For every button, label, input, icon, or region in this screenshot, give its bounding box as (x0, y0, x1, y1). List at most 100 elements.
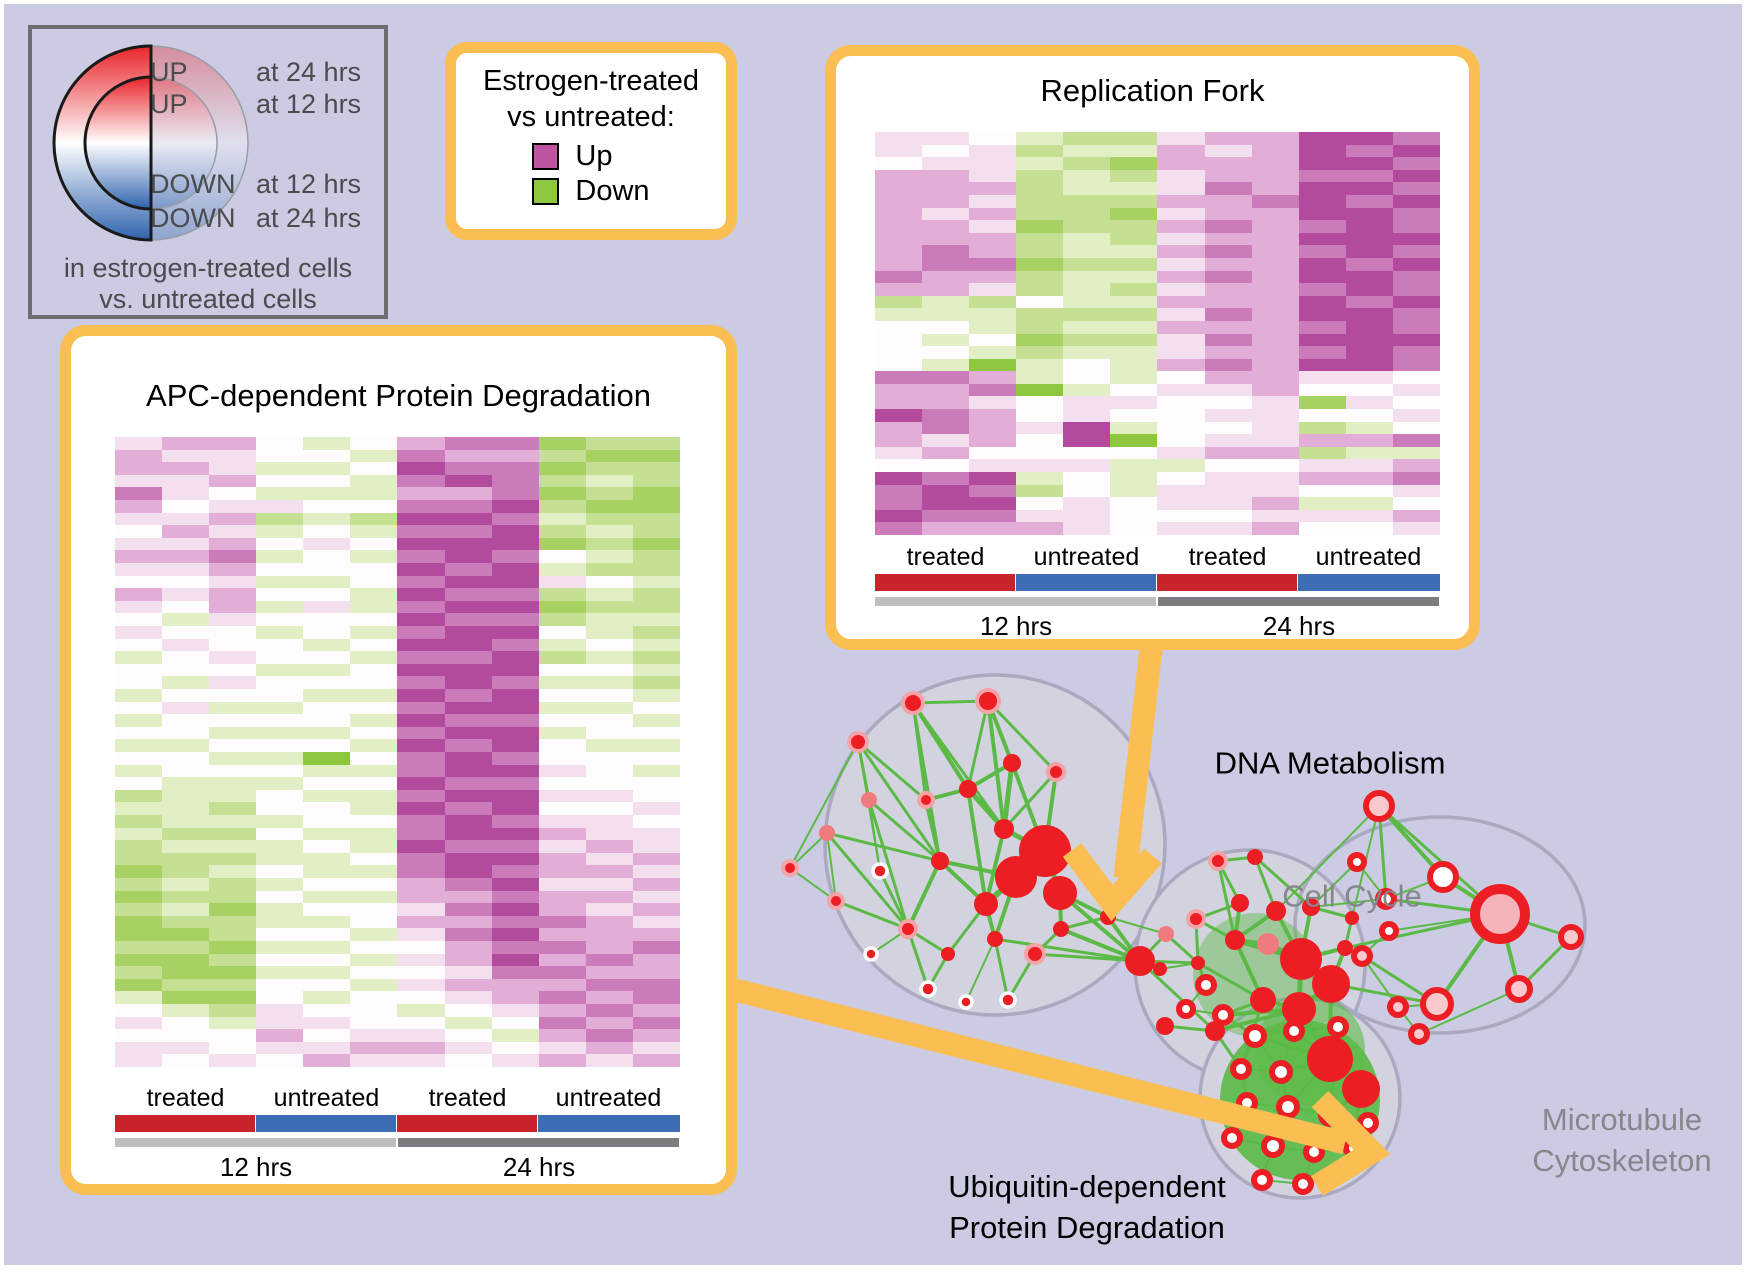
network-node (1302, 898, 1320, 916)
network-node (1053, 921, 1069, 937)
panel-title: Replication Fork (1040, 73, 1265, 108)
network-node (1347, 852, 1367, 872)
network-node (898, 919, 918, 939)
up-down-ring-icon (52, 44, 249, 242)
ring-time: at 12 hrs (256, 169, 362, 199)
network-edge (1275, 805, 1380, 912)
ring-word: DOWN (150, 169, 236, 199)
network-node (1337, 940, 1353, 956)
condition-bar (256, 1115, 396, 1132)
network-node (863, 946, 879, 962)
cluster-circle (1293, 815, 1587, 1035)
network-node (1379, 921, 1399, 941)
network-node (1276, 1095, 1300, 1119)
network-node (1363, 790, 1395, 822)
network-node (1357, 1112, 1379, 1134)
up-swatch-icon (532, 143, 560, 170)
time-label: 24 hrs (502, 1152, 576, 1182)
heatmap-axis: treated untreated treated untreated 12 hrs 24… (115, 1084, 681, 1184)
network-node (1342, 1070, 1380, 1108)
treatment-legend: Estrogen-treated vs untreated: Up Down (445, 42, 737, 240)
network-node (1158, 926, 1174, 942)
network-node (1345, 911, 1359, 925)
ring-caption: in estrogen-treated cells vs. untreated … (63, 253, 353, 314)
network-node (1387, 996, 1409, 1018)
network-node (1420, 987, 1454, 1021)
network-node (1251, 1169, 1273, 1191)
network-edge (1034, 952, 1141, 963)
network-edge (1138, 959, 1217, 1033)
network-edge (1310, 861, 1358, 908)
ring-time: at 24 hrs (256, 57, 362, 87)
network-node (941, 947, 955, 961)
network-edge (984, 828, 1006, 905)
network-node (847, 731, 869, 753)
condition-bar (538, 1115, 680, 1132)
network-edge (856, 741, 942, 862)
network-node (1470, 884, 1530, 944)
network-node (958, 994, 974, 1010)
network-edge (835, 899, 909, 931)
network-node (1195, 974, 1217, 996)
heatmap-apc-degradation (115, 437, 680, 1067)
network-node (931, 852, 949, 870)
condition-label: treated (146, 1084, 225, 1112)
panel-apc-degradation: APC-dependent Protein Degradation treate… (60, 325, 737, 1195)
network-node (1156, 1017, 1174, 1035)
network-edge (1002, 770, 1058, 831)
down-swatch-icon (532, 178, 560, 205)
network-edge (906, 928, 930, 990)
time-bar (398, 1138, 679, 1147)
condition-bar (1298, 574, 1440, 591)
network-node (861, 792, 877, 808)
condition-label: untreated (1315, 543, 1422, 571)
network-node (1212, 1004, 1234, 1026)
ring-time: at 24 hrs (256, 203, 362, 233)
time-bar (115, 1138, 396, 1147)
network-node (1208, 851, 1228, 871)
arrowhead-icon (1310, 1090, 1391, 1196)
time-label: 24 hrs (1262, 611, 1336, 641)
network-edge (966, 788, 988, 905)
condition-label: untreated (1033, 543, 1140, 571)
treatment-legend-items: Up Down (532, 139, 650, 209)
network-edge (1216, 860, 1237, 941)
network-node (1261, 1134, 1285, 1158)
network-edge (789, 867, 837, 902)
network-edge (1060, 915, 1109, 931)
condition-label: treated (906, 543, 985, 571)
network-node (1505, 975, 1533, 1003)
network-node (1280, 938, 1322, 980)
ring-word: DOWN (150, 203, 236, 233)
network-node (1327, 1016, 1349, 1038)
ring-legend: UP at 24 hrs UP at 12 hrs DOWN at 12 hrs… (28, 25, 388, 319)
network-edge (986, 699, 1058, 774)
network-node (819, 825, 835, 841)
network-node (871, 862, 889, 880)
ring-word: UP (150, 89, 188, 119)
network-node (1046, 762, 1066, 782)
network-node (975, 688, 1001, 714)
panel-to-cluster-arrow (732, 978, 1348, 1155)
condition-bar (875, 574, 1015, 591)
condition-bar (1157, 574, 1297, 591)
network-edge (924, 799, 942, 862)
network-node (1351, 945, 1373, 967)
network-node (995, 856, 1037, 898)
network-edge (1254, 855, 1312, 909)
network-node (1024, 943, 1046, 965)
network-edge (868, 798, 941, 863)
network-node (919, 980, 937, 998)
network-edge (878, 870, 910, 930)
network-edge (825, 832, 910, 930)
network-edge (789, 741, 859, 869)
network-edge (911, 702, 1006, 830)
network-node (1558, 924, 1584, 950)
network-node (1191, 956, 1205, 970)
time-label: 12 hrs (219, 1152, 293, 1182)
condition-label: treated (1188, 543, 1267, 571)
condition-bar (397, 1115, 537, 1132)
network-node (1153, 962, 1167, 976)
network-edge (826, 832, 837, 902)
